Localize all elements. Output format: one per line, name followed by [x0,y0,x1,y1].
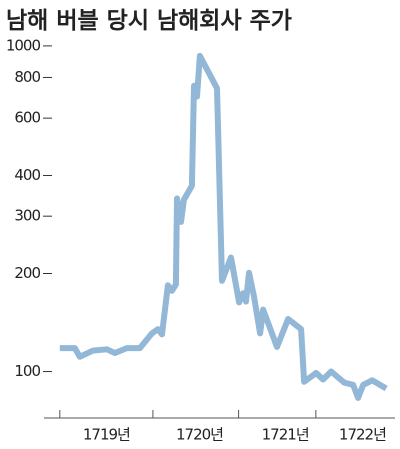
y-tick-label: 800 [14,68,40,86]
price-line [59,52,388,401]
y-tick-label: 100 [14,362,40,380]
x-tick-label: 1720년 [176,426,223,444]
y-tick-label: 200 [14,264,40,282]
y-tick-label: 400 [14,166,40,184]
x-tick-label: 1719년 [83,426,130,444]
y-tick-label: 300 [14,207,40,225]
x-tick-label: 1721년 [262,426,309,444]
y-tick-label: 600 [14,109,40,127]
y-tick-label: 1000 [6,36,41,54]
chart-title: 남해 버블 당시 남해회사 주가 [6,8,292,34]
x-tick-label: 1722년 [339,426,386,444]
